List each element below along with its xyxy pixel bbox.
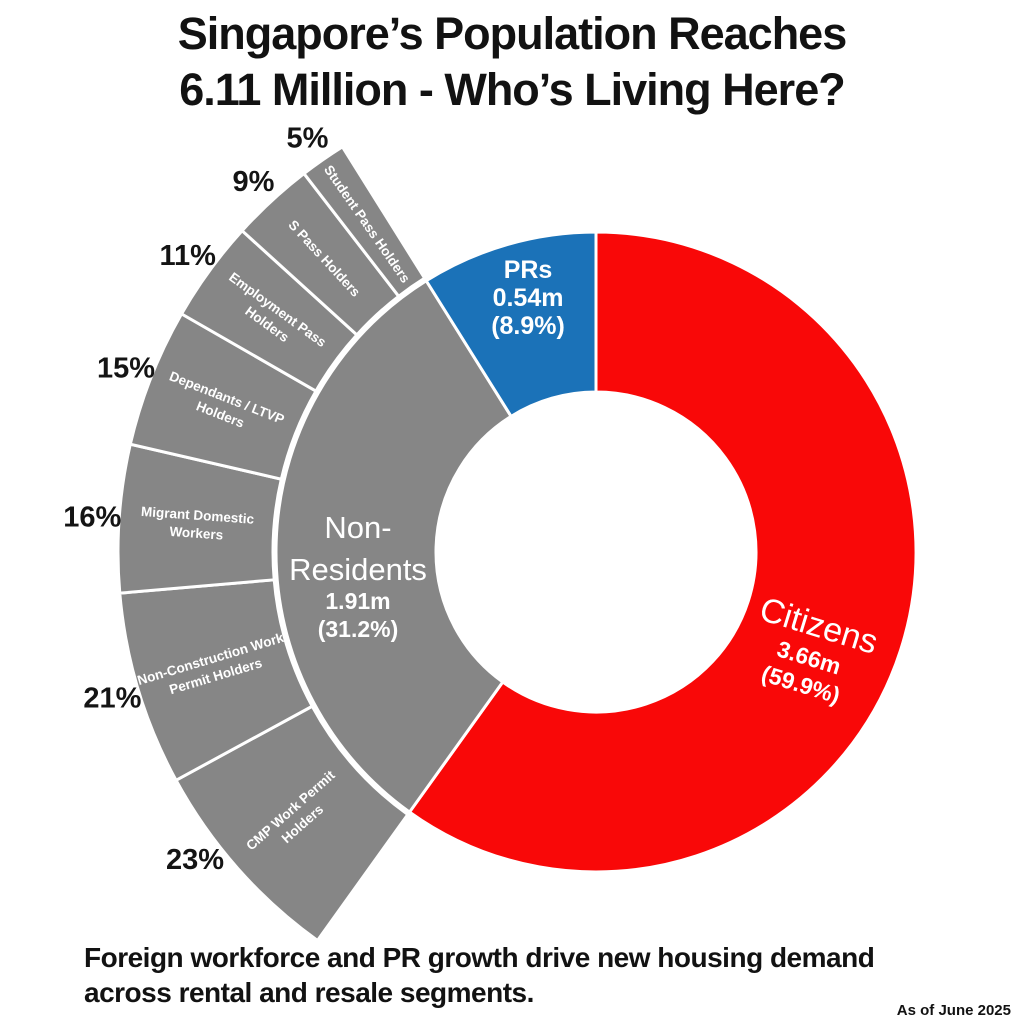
label-prs: PRs 0.54m (8.9%) (491, 256, 565, 340)
wedge-non-residents (274, 278, 514, 815)
footer-caption: Foreign workforce and PR growth drive ne… (84, 940, 875, 1010)
footer-caption-line-2: across rental and resale segments. (84, 977, 534, 1008)
pct-label-student-pass-holders: 5% (286, 123, 328, 155)
label-non-residents: Non-Residents 1.91m (31.2%) (289, 510, 427, 642)
pct-label-cmp-work-permit-holders: 23% (166, 844, 224, 876)
title-line-2: 6.11 Million - Who’s Living Here? (179, 64, 845, 115)
wedge-citizens (407, 230, 918, 874)
as-of-date: As of June 2025 (896, 1002, 1011, 1019)
wedge-prs (424, 230, 598, 419)
footer-caption-line-1: Foreign workforce and PR growth drive ne… (84, 942, 875, 973)
pct-label-employment-pass-holders: 11% (160, 240, 217, 272)
title-line-1: Singapore’s Population Reaches (177, 8, 848, 59)
pct-label-non-construction-work-permit-holders: 21% (83, 682, 141, 714)
pct-label-migrant-domestic-workers: 16% (63, 501, 121, 533)
page-title: Singapore’s Population Reaches 6.11 Mill… (0, 6, 1024, 118)
pct-label-dependants-ltvp-holders: 15% (97, 352, 155, 384)
pct-label-s-pass-holders: 9% (233, 166, 275, 198)
ring-segment-student-pass-holders (301, 144, 427, 299)
